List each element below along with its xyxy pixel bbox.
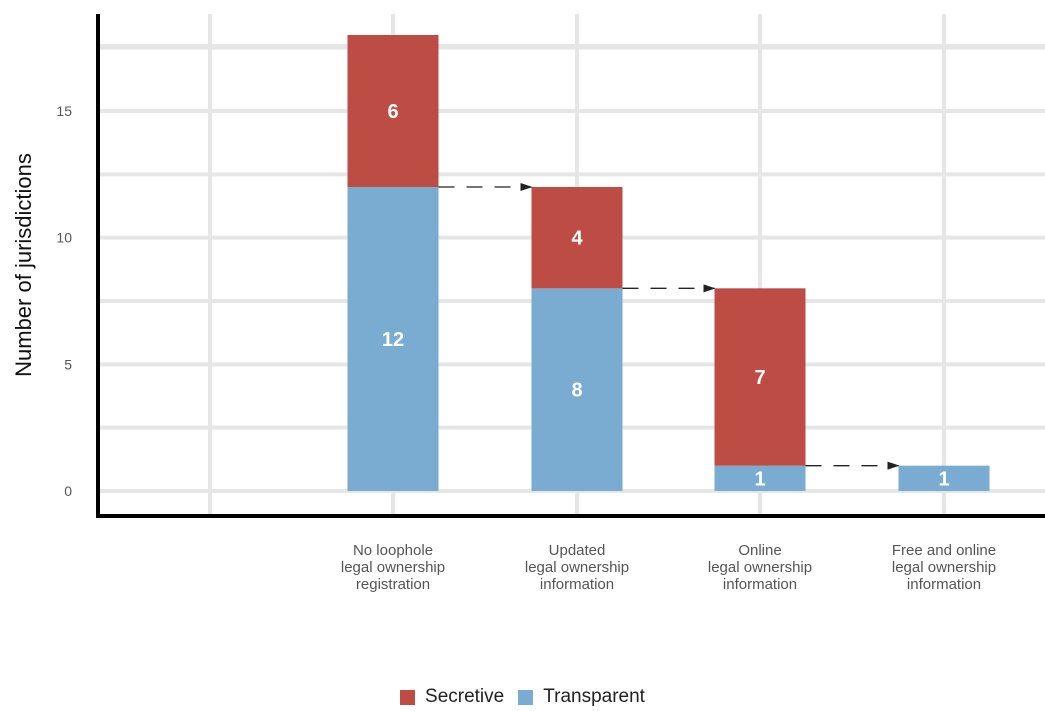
x-tick-labels: No loophole legal ownership registration Up… xyxy=(341,542,996,593)
legend-item-secretive: Secretive xyxy=(400,686,504,708)
y-tick-label: 5 xyxy=(64,356,72,372)
bar-value-label: 12 xyxy=(382,329,404,351)
legend: Secretive Transparent xyxy=(0,686,1045,708)
legend-label: Transparent xyxy=(543,686,645,707)
bar-value-label: 7 xyxy=(754,367,765,389)
bar-transparent-4 xyxy=(898,465,990,491)
x-tick-label: Updated legal ownership information xyxy=(525,542,629,593)
axes xyxy=(96,14,1045,518)
y-tick-label: 0 xyxy=(64,483,72,499)
y-tick-label: 10 xyxy=(56,230,72,246)
bar-value-label: 1 xyxy=(754,468,765,490)
bar-value-label: 1 xyxy=(938,468,949,490)
x-tick-label: Free and online legal ownership informatio… xyxy=(892,542,996,593)
bar-transparent-1 xyxy=(347,187,439,491)
bar-value-label: 4 xyxy=(571,228,583,250)
chart: 12 6 8 4 1 7 1 0 5 10 15 No loophole legal ownersh… xyxy=(11,14,1045,593)
x-tick-label: Online legal ownership information xyxy=(708,542,812,593)
legend-swatch xyxy=(518,689,534,705)
bar-secretive-3 xyxy=(714,288,806,466)
y-tick-label: 15 xyxy=(56,103,72,119)
bar-labels: 12 6 8 4 1 7 1 xyxy=(382,101,950,490)
arrows xyxy=(438,183,900,470)
bar-value-label: 6 xyxy=(387,101,398,123)
x-tick-label: No loophole legal ownership registration xyxy=(341,542,445,593)
bars xyxy=(347,35,990,491)
y-axis-title: Number of jurisdictions xyxy=(11,153,36,377)
bar-secretive-1 xyxy=(347,35,439,187)
legend-label: Secretive xyxy=(425,686,505,707)
bar-value-label: 8 xyxy=(571,380,582,402)
bar-secretive-2 xyxy=(531,187,623,289)
legend-item-transparent: Transparent xyxy=(518,686,645,708)
bar-transparent-3 xyxy=(714,465,806,491)
bar-transparent-2 xyxy=(531,288,623,491)
legend-swatch xyxy=(400,689,416,705)
y-tick-labels: 0 5 10 15 xyxy=(56,103,72,499)
